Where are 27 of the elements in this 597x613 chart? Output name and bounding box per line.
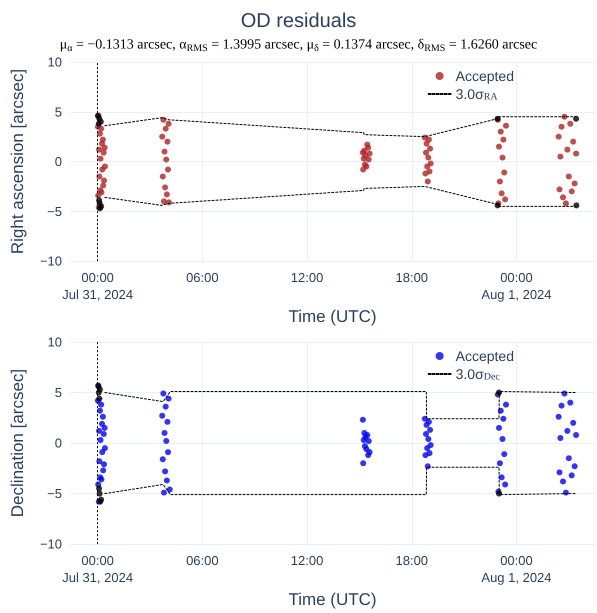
x-tick-label: 06:00 <box>186 553 219 568</box>
y-axis-title: Right ascension [arcsec] <box>8 68 27 254</box>
y-tick-label: 5 <box>54 104 62 120</box>
x-axis-title: Time (UTC) <box>288 307 377 326</box>
x-tick-label: 00:00 Jul 31, 2024 <box>62 270 134 302</box>
y-tick-label: 0 <box>54 154 62 170</box>
x-tick-label: 00:00 Aug 1, 2024 <box>481 270 552 302</box>
x-tick-label: 18:00 <box>395 553 428 568</box>
x-tick-label: 06:00 <box>186 270 219 286</box>
chart-title: OD residuals <box>240 10 356 32</box>
x-tick-label: 18:00 <box>395 270 428 286</box>
y-tick-label: −5 <box>47 486 62 502</box>
y-tick-label: 5 <box>54 385 62 400</box>
x-tick-label: 12:00 <box>290 270 324 286</box>
y-tick-label: −10 <box>40 536 62 552</box>
legend-label: Accepted <box>456 68 514 84</box>
x-tick-label: 00:00 Jul 31, 2024 <box>62 553 134 586</box>
y-tick-label: 10 <box>48 54 62 70</box>
y-tick-label: −5 <box>47 204 62 219</box>
y-axis-title: Declination [arcsec] <box>8 368 27 518</box>
y-tick-label: 0 <box>54 436 62 451</box>
y-tick-label: 10 <box>48 334 62 350</box>
x-axis-title: Time (UTC) <box>288 590 377 609</box>
legend-label: Accepted <box>456 348 514 364</box>
x-tick-label: 12:00 <box>290 553 324 568</box>
x-tick-label: 00:00 Aug 1, 2024 <box>481 553 552 586</box>
y-tick-label: −10 <box>40 254 62 269</box>
